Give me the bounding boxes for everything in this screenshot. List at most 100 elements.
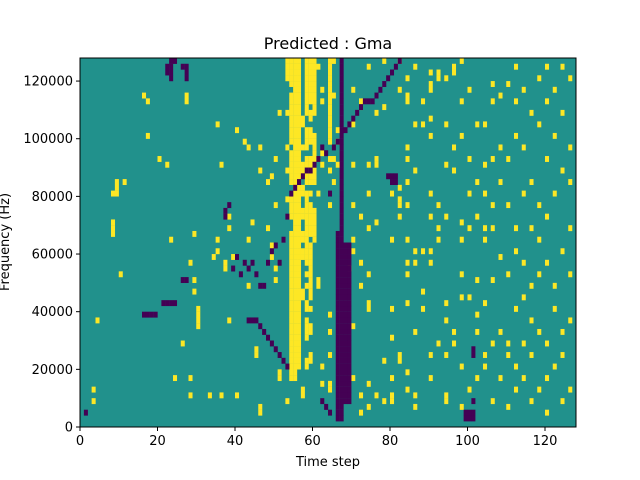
- heatmap-cell-high: [297, 86, 302, 93]
- heatmap-cell-high: [297, 132, 302, 139]
- heatmap-cell-high: [300, 161, 305, 168]
- heatmap-cell-low: [304, 167, 309, 174]
- heatmap-cell-high: [192, 277, 197, 284]
- heatmap-cell-low: [463, 409, 468, 416]
- heatmap-cell-high: [293, 156, 298, 162]
- heatmap-cell-low: [362, 98, 367, 105]
- heatmap-cell-high: [328, 121, 333, 128]
- heatmap-cell-high: [297, 259, 302, 266]
- heatmap-cell-high: [308, 225, 313, 232]
- heatmap-cell-low: [339, 75, 344, 82]
- heatmap-cell-high: [289, 242, 294, 249]
- heatmap-cell-high: [529, 352, 534, 358]
- heatmap-cell-high: [246, 282, 251, 289]
- heatmap-cell-high: [297, 282, 302, 289]
- heatmap-cell-high: [413, 392, 418, 399]
- heatmap-cell-low: [347, 259, 352, 266]
- heatmap-cell-high: [467, 225, 472, 232]
- heatmap-cell-high: [421, 98, 426, 105]
- heatmap-cell-high: [308, 254, 313, 260]
- heatmap-cell-low: [339, 265, 344, 272]
- heatmap-cell-high: [312, 225, 317, 232]
- heatmap-cell-high: [304, 328, 309, 335]
- heatmap-cell-low: [339, 357, 344, 364]
- heatmap-cell-high: [304, 213, 309, 220]
- heatmap-cell-high: [312, 219, 317, 226]
- heatmap-cell-high: [293, 357, 298, 364]
- heatmap-cell-high: [289, 328, 294, 335]
- heatmap-cell-low: [343, 242, 348, 249]
- heatmap-cell-high: [459, 236, 464, 243]
- heatmap-cell-low: [347, 121, 352, 128]
- heatmap-cell-high: [308, 202, 313, 209]
- heatmap-cell-high: [289, 277, 294, 284]
- heatmap-cell-low: [339, 380, 344, 387]
- heatmap-cell-high: [413, 63, 418, 70]
- heatmap-cell-low: [343, 271, 348, 278]
- heatmap-cell-high: [297, 161, 302, 168]
- heatmap-cell-low: [343, 323, 348, 330]
- heatmap-cell-low: [339, 127, 344, 134]
- heatmap-cell-low: [339, 161, 344, 168]
- heatmap-cell-high: [308, 219, 313, 226]
- heatmap-cell-high: [297, 150, 302, 157]
- heatmap-cell-high: [436, 75, 441, 82]
- heatmap-cell-high: [366, 305, 371, 312]
- heatmap-cell-high: [359, 98, 364, 105]
- heatmap-cell-low: [297, 179, 302, 185]
- heatmap-cell-low: [343, 254, 348, 260]
- heatmap-cell-high: [308, 328, 313, 335]
- heatmap-cell-low: [343, 369, 348, 376]
- heatmap-cell-high: [297, 173, 302, 180]
- heatmap-cell-high: [428, 81, 433, 87]
- heatmap-cell-high: [297, 156, 302, 162]
- heatmap-cell-low: [324, 150, 329, 157]
- heatmap-cell-high: [273, 265, 278, 272]
- heatmap-cell-high: [312, 81, 317, 87]
- heatmap-cell-high: [297, 219, 302, 226]
- heatmap-cell-low: [184, 63, 189, 70]
- heatmap-cell-high: [413, 167, 418, 174]
- heatmap-cell-high: [390, 375, 395, 382]
- heatmap-cell-high: [312, 144, 317, 151]
- heatmap-cell-high: [521, 144, 526, 151]
- heatmap-cell-high: [304, 190, 309, 197]
- heatmap-cell-low: [161, 300, 166, 307]
- heatmap-cell-low: [320, 144, 325, 151]
- heatmap-cell-low: [335, 317, 340, 324]
- heatmap-cell-low: [184, 277, 189, 284]
- heatmap-cell-high: [366, 63, 371, 70]
- heatmap-cell-low: [184, 69, 189, 76]
- heatmap-cell-low: [335, 352, 340, 358]
- heatmap-cell-high: [273, 277, 278, 284]
- heatmap-cell-high: [308, 115, 313, 122]
- heatmap-cell-high: [297, 300, 302, 307]
- heatmap-cell-high: [297, 225, 302, 232]
- heatmap-cell-high: [436, 202, 441, 209]
- heatmap-cell-high: [297, 202, 302, 209]
- heatmap-cell-low: [335, 357, 340, 364]
- heatmap-cell-low: [262, 282, 267, 289]
- heatmap-cell-high: [289, 363, 294, 370]
- heatmap-cell-low: [339, 81, 344, 87]
- heatmap-cell-high: [304, 225, 309, 232]
- heatmap-cell-high: [405, 202, 410, 209]
- heatmap-cell-high: [312, 236, 317, 243]
- x-tick-label: 60: [304, 434, 321, 449]
- heatmap-cell-low: [339, 317, 344, 324]
- heatmap-cell-high: [118, 271, 123, 278]
- heatmap-cell-low: [393, 63, 398, 70]
- heatmap-cell-high: [300, 184, 305, 191]
- heatmap-cell-high: [293, 161, 298, 168]
- heatmap-cell-low: [343, 294, 348, 301]
- heatmap-cell-high: [304, 127, 309, 134]
- heatmap-cell-high: [483, 363, 488, 370]
- heatmap-cell-low: [339, 334, 344, 341]
- heatmap-cell-high: [289, 305, 294, 312]
- heatmap-cell-high: [304, 363, 309, 370]
- heatmap-cell-low: [347, 323, 352, 330]
- plot-frame: [79, 57, 577, 428]
- heatmap-cell-high: [269, 242, 274, 249]
- heatmap-cell-low: [339, 259, 344, 266]
- heatmap-cell-high: [293, 104, 298, 111]
